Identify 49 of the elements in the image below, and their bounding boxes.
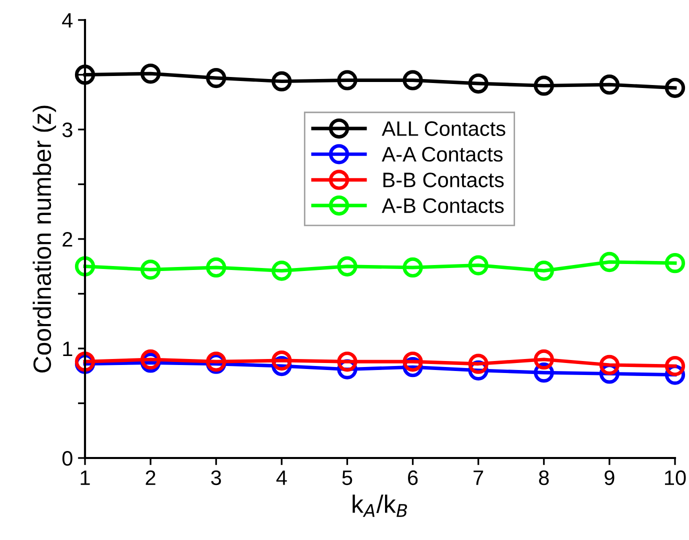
x-tick-label: 3 [211,470,221,486]
y-tick-label: 1 [63,342,72,356]
point [402,70,423,90]
legend-label: A-B Contacts [382,198,504,214]
legend-label: A-A Contacts [382,146,503,162]
x-tick-label: 2 [146,470,156,485]
y-tick-label: 2 [62,232,72,247]
point [206,257,226,278]
point [402,257,423,278]
legend-label: B-B Contacts [383,172,504,188]
point [402,352,423,372]
point [140,349,161,370]
point [468,354,488,374]
x-tick-label: 9 [604,470,614,486]
point [534,349,554,370]
x-tick-label: 7 [474,470,484,485]
point [272,350,292,371]
point [599,74,620,95]
point [664,78,686,98]
x-tick-label: 5 [342,470,352,486]
point [74,256,96,276]
point [272,71,292,92]
point [337,70,358,90]
point [468,73,488,94]
y-tick-label: 3 [62,122,72,138]
x-tick-label: 1 [80,470,90,485]
point [599,252,620,272]
point [337,352,358,372]
point [664,253,686,274]
point [468,255,488,276]
point [664,356,686,376]
x-tick-label: 8 [539,470,549,486]
point [140,64,161,84]
point [140,260,161,280]
y-tick-label: 4 [62,13,73,28]
y-tick-label: 0 [62,451,72,466]
point [272,260,292,281]
point [74,64,96,85]
point [534,76,554,96]
point [599,354,620,375]
x-tick-label: 10 [665,470,686,486]
x-axis-title: k$_{A}$/k$_{B}$ [352,494,408,517]
point [534,260,554,281]
y-axis-title: Coordination number (z) [32,106,56,373]
x-tick-label: 6 [408,470,418,486]
x-tick-label: 4 [276,470,287,485]
point [206,68,226,88]
legend-label: ALL Contacts [382,121,506,136]
point [337,256,358,276]
